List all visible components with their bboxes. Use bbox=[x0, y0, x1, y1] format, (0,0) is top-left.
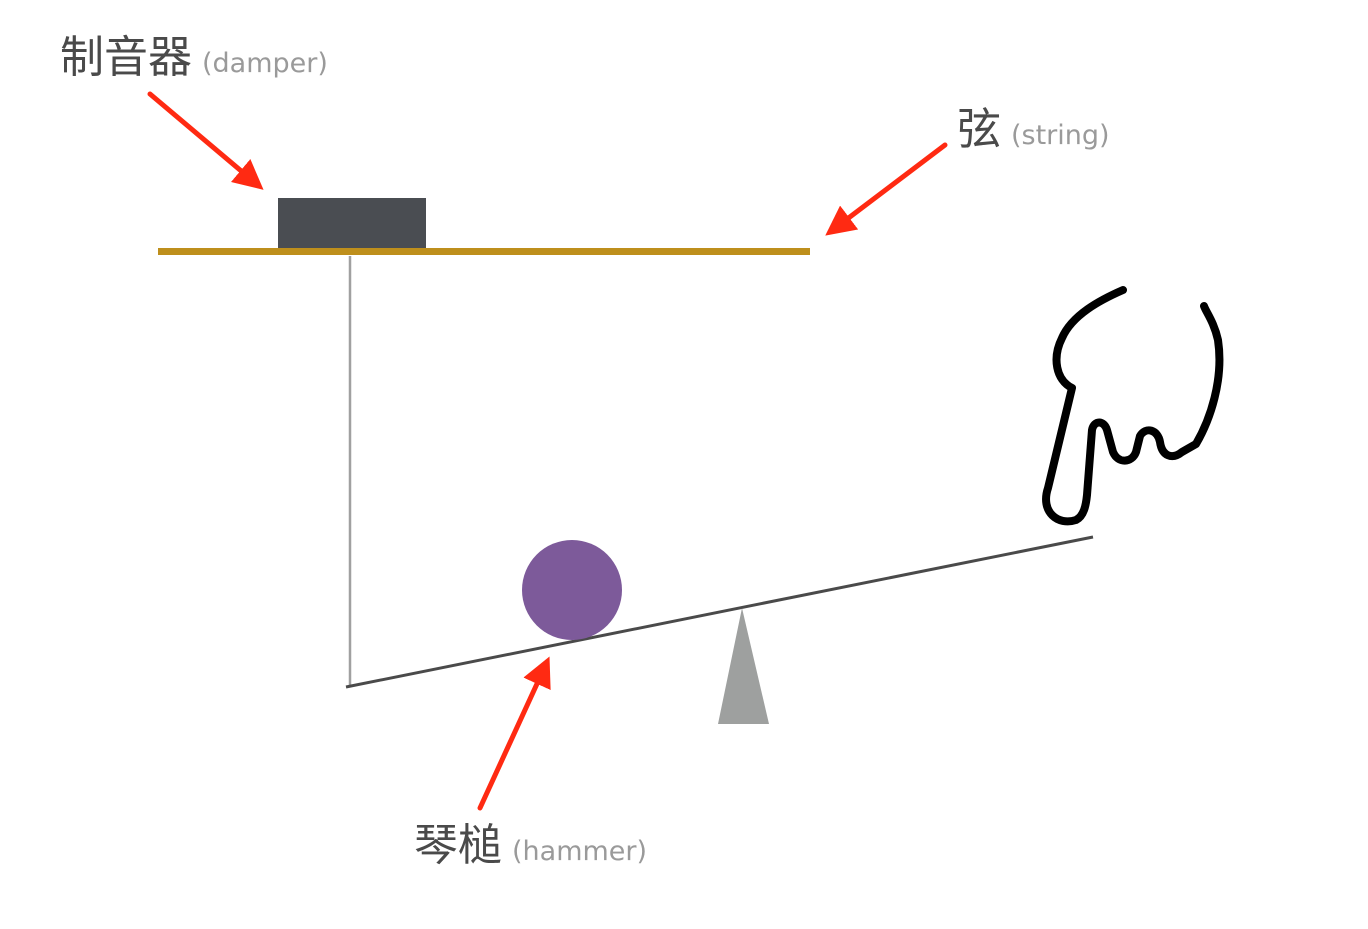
key-lever bbox=[345, 535, 1094, 689]
damper-label-chinese: 制音器 bbox=[60, 32, 192, 83]
hammer bbox=[522, 540, 622, 640]
damper bbox=[278, 198, 426, 248]
string-label-chinese: 弦 bbox=[957, 104, 1001, 155]
damper-label: 制音器 (damper) bbox=[60, 36, 328, 80]
pointing-hand-icon bbox=[1042, 286, 1224, 526]
string-label: 弦 (string) bbox=[957, 108, 1110, 152]
damper-label-english: (damper) bbox=[202, 48, 328, 79]
hammer-label-chinese: 琴槌 bbox=[414, 820, 502, 871]
hammer-label: 琴槌 (hammer) bbox=[414, 824, 647, 868]
hammer-label-english: (hammer) bbox=[512, 836, 648, 867]
hammer-arrow bbox=[477, 656, 551, 811]
string-arrow bbox=[825, 142, 948, 236]
damper-arrow bbox=[147, 91, 264, 190]
string-label-english: (string) bbox=[1011, 120, 1110, 151]
string bbox=[158, 248, 810, 255]
fulcrum bbox=[718, 608, 769, 724]
